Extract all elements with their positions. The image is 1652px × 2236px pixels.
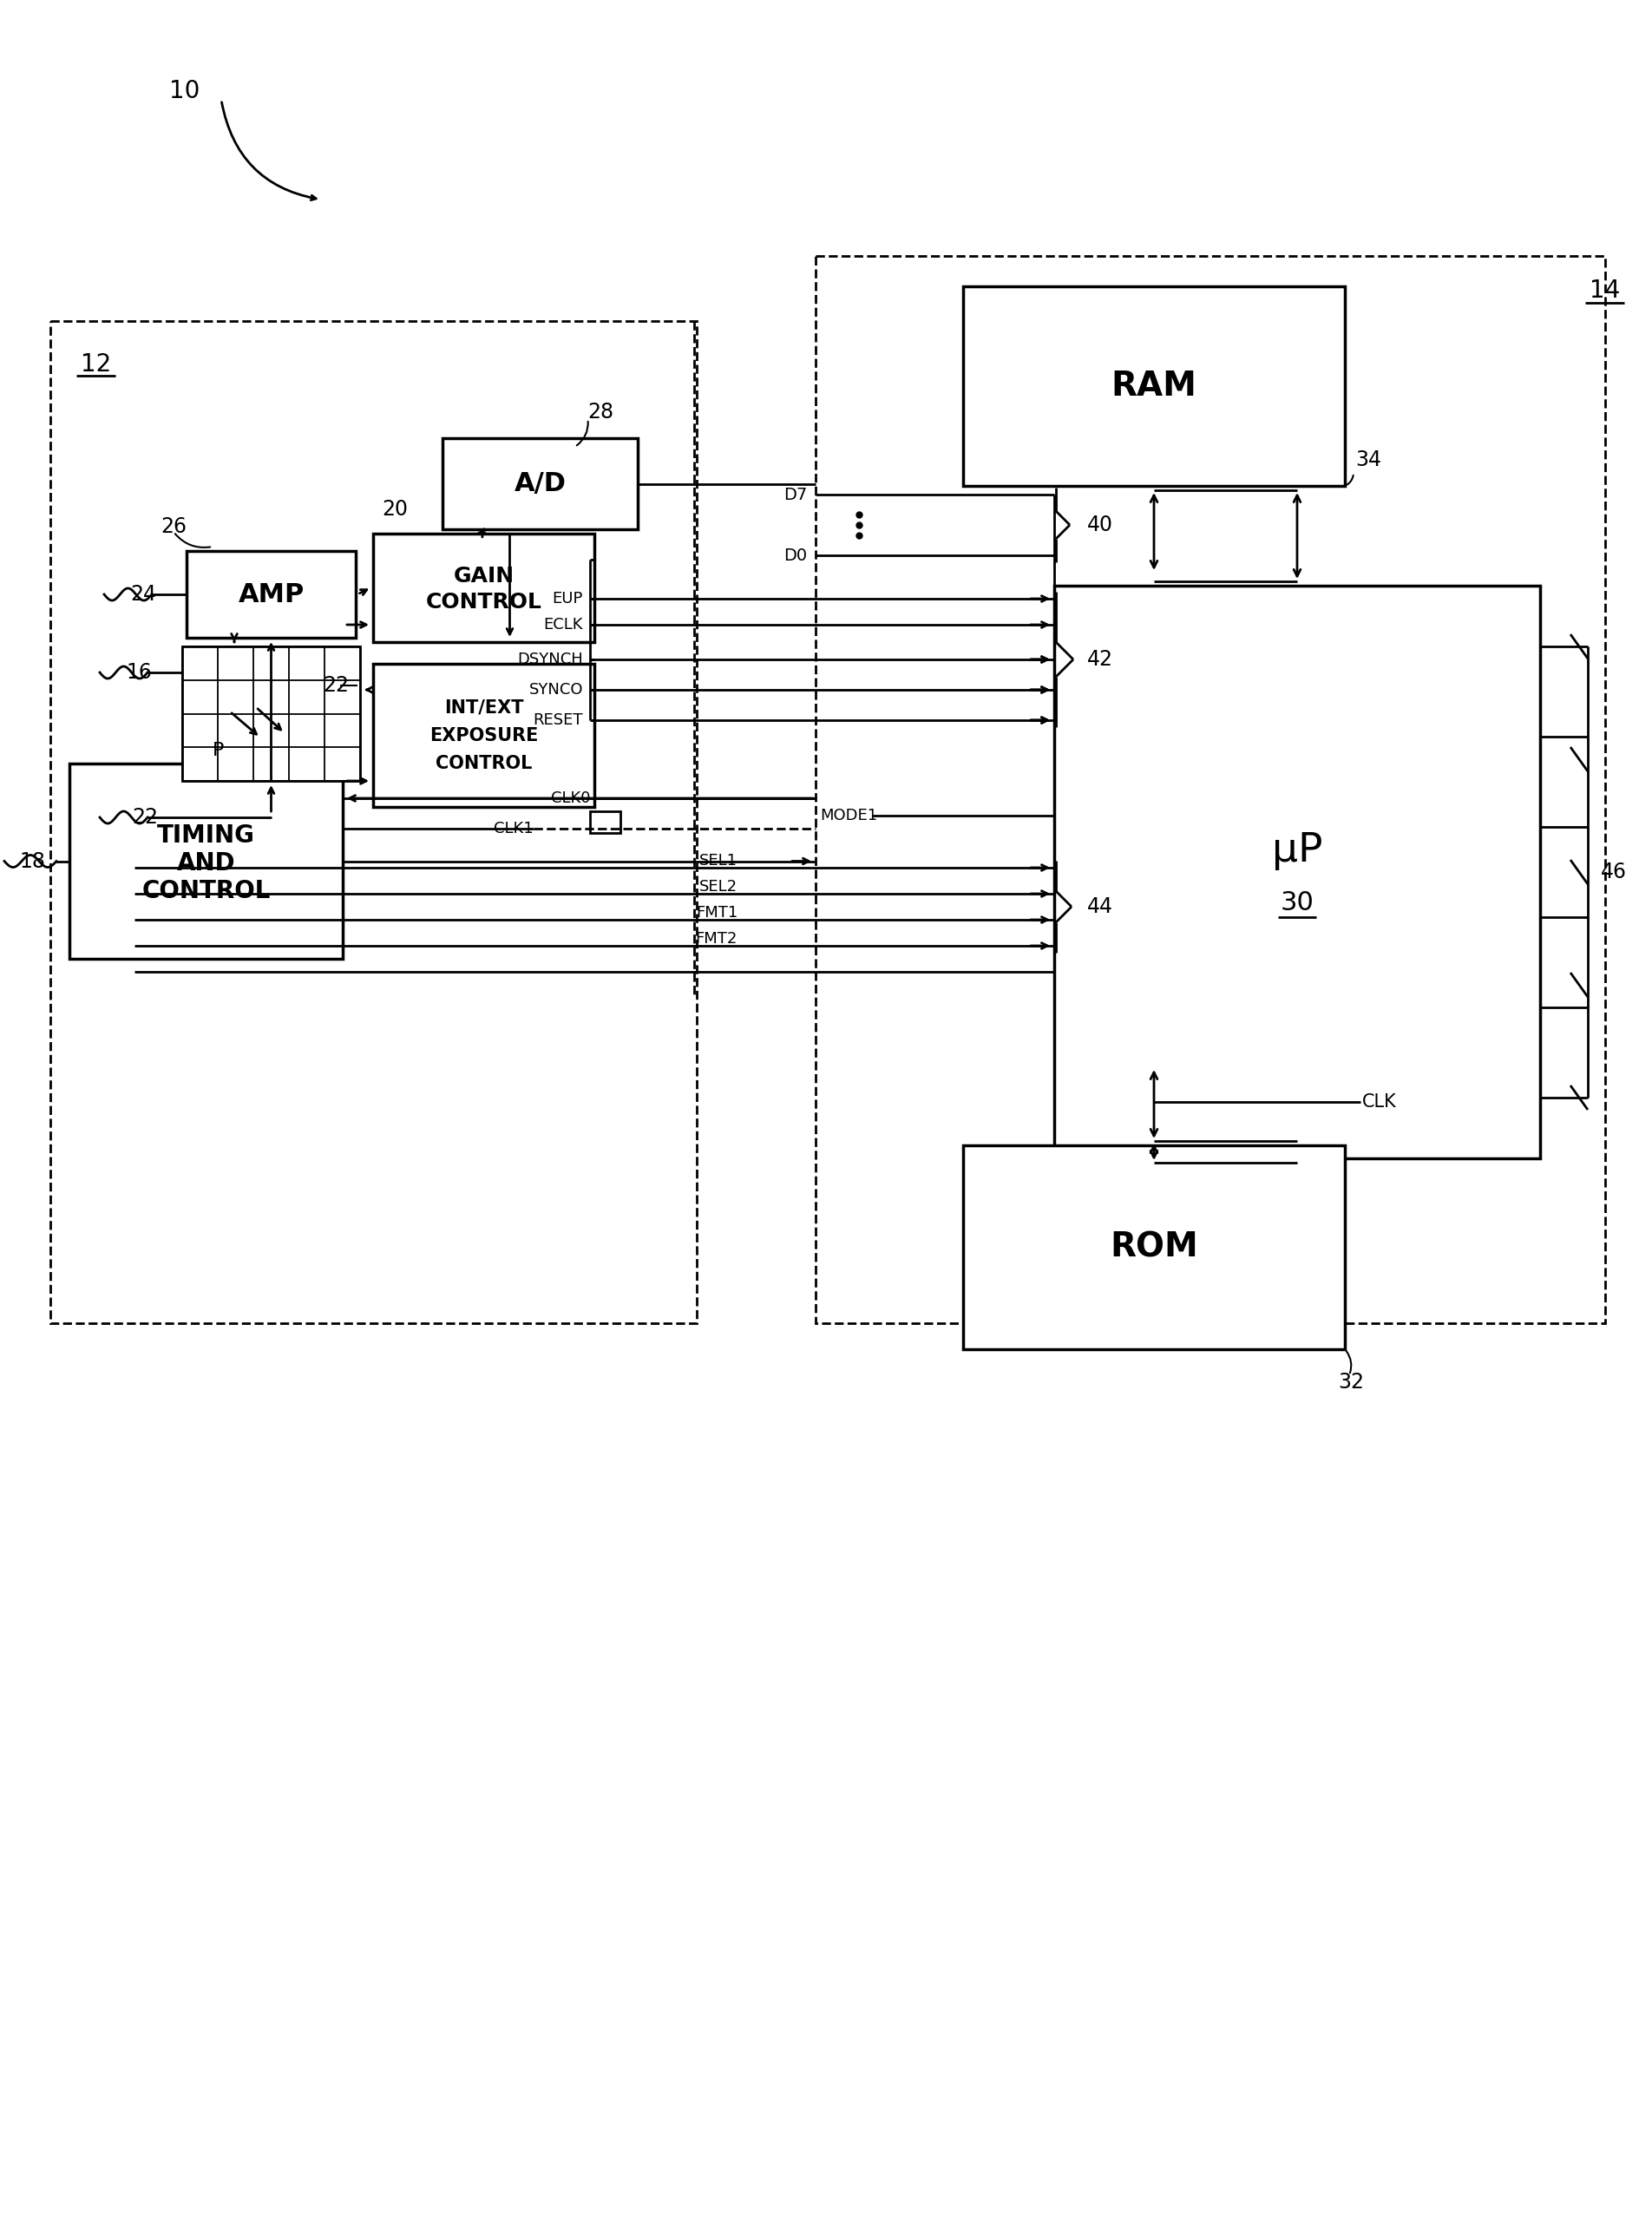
- Text: EXPOSURE: EXPOSURE: [430, 727, 539, 745]
- Text: DSYNCH: DSYNCH: [517, 651, 583, 666]
- Bar: [963, 286, 1345, 485]
- Bar: [69, 762, 342, 959]
- Bar: [373, 534, 595, 642]
- Bar: [50, 322, 697, 1324]
- Text: CONTROL: CONTROL: [142, 879, 271, 903]
- Text: 20: 20: [382, 499, 408, 519]
- Text: SEL2: SEL2: [699, 879, 737, 894]
- Text: RESET: RESET: [534, 713, 583, 729]
- Bar: [182, 646, 360, 780]
- Text: ROM: ROM: [1110, 1230, 1198, 1263]
- Text: CLK0: CLK0: [550, 792, 590, 805]
- Bar: [187, 550, 355, 637]
- Text: SYNCO: SYNCO: [529, 682, 583, 698]
- Text: MODE1: MODE1: [819, 807, 877, 823]
- Text: 12: 12: [81, 353, 111, 376]
- Text: 24: 24: [131, 584, 157, 604]
- Text: 28: 28: [588, 402, 615, 423]
- Bar: [373, 664, 595, 807]
- Text: ECLK: ECLK: [544, 617, 583, 633]
- Text: D7: D7: [783, 487, 806, 503]
- Text: FMT2: FMT2: [695, 930, 737, 946]
- Text: 34: 34: [1355, 449, 1381, 470]
- Text: AND: AND: [177, 850, 235, 874]
- Bar: [443, 438, 638, 530]
- Text: EUP: EUP: [552, 590, 583, 606]
- Text: 18: 18: [20, 850, 45, 872]
- Text: 46: 46: [1601, 861, 1627, 883]
- Text: INT/EXT: INT/EXT: [444, 700, 524, 716]
- Text: P: P: [213, 742, 225, 760]
- Text: 42: 42: [1087, 648, 1113, 671]
- Text: 30: 30: [1280, 890, 1313, 915]
- Text: μP: μP: [1272, 832, 1323, 870]
- Bar: [963, 1145, 1345, 1348]
- Text: FMT1: FMT1: [695, 906, 737, 921]
- Text: 32: 32: [1338, 1373, 1365, 1393]
- Text: A/D: A/D: [514, 472, 567, 496]
- Text: AMP: AMP: [238, 581, 304, 606]
- Text: CLK: CLK: [1363, 1093, 1396, 1111]
- Text: 16: 16: [126, 662, 152, 682]
- Text: D0: D0: [783, 548, 806, 563]
- Text: CONTROL: CONTROL: [426, 590, 542, 613]
- Text: 26: 26: [160, 517, 187, 537]
- Text: 40: 40: [1087, 514, 1113, 534]
- Text: TIMING: TIMING: [157, 823, 254, 847]
- Text: 22: 22: [132, 807, 159, 827]
- Text: 44: 44: [1087, 897, 1113, 917]
- Text: CLK1: CLK1: [494, 821, 534, 836]
- Text: GAIN: GAIN: [453, 566, 514, 586]
- Text: 10: 10: [169, 78, 200, 103]
- Bar: [1054, 586, 1540, 1158]
- Text: SEL1: SEL1: [699, 852, 737, 868]
- Text: 22: 22: [322, 675, 349, 695]
- Text: 14: 14: [1589, 280, 1621, 302]
- Text: CONTROL: CONTROL: [436, 754, 532, 771]
- Bar: [816, 255, 1606, 1324]
- Text: RAM: RAM: [1112, 369, 1196, 402]
- Bar: [590, 812, 621, 834]
